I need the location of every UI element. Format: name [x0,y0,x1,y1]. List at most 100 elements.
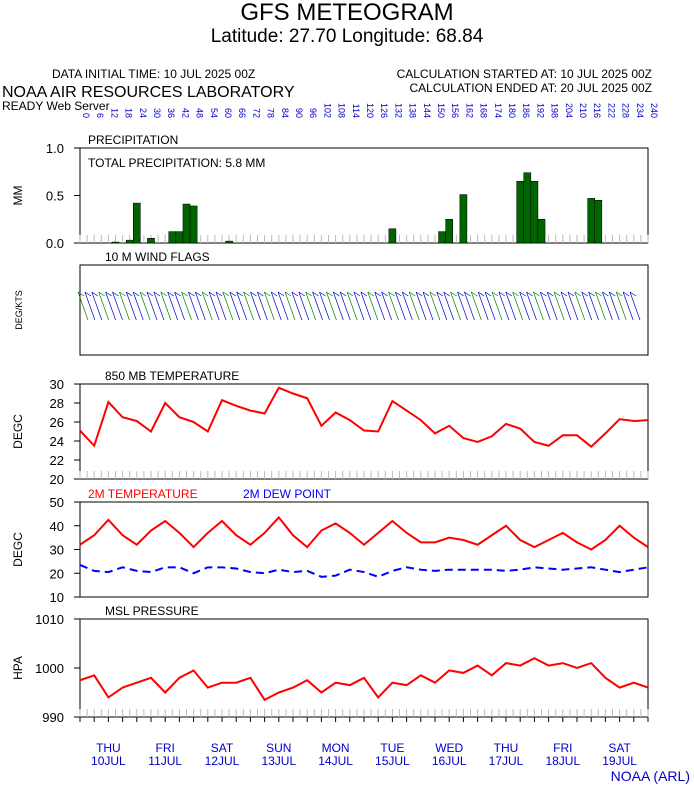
wind-flag-barb [98,291,105,297]
panel-title: MSL PRESSURE [105,604,199,618]
wind-flag-shaft [533,291,544,321]
hour-label: 108 [337,103,347,118]
wind-flag-shaft [98,291,110,321]
wind-flag-barb [105,291,112,297]
wind-flag-barb [450,291,457,297]
wind-flag-shaft [105,291,116,321]
wind-flag-barb [139,291,147,297]
bar [189,205,198,244]
bar [594,200,603,244]
hour-label: 0 [81,113,91,118]
wind-flag-barb [346,291,354,297]
wind-flag-shaft [615,291,627,321]
wind-flag-barb [629,291,637,297]
wind-flag-barb [202,291,209,297]
calc-end: CALCULATION ENDED AT: 20 JUL 2025 00Z [409,81,652,95]
wind-flag-shaft [505,291,517,321]
y-tick-label: 1000 [35,661,64,676]
wind-flag-barb [415,291,423,297]
wind-flag-barb [319,291,326,297]
panel-title: PRECIPITATION [88,133,178,147]
day-label: WED [435,741,463,755]
wind-flag-barb [250,291,257,297]
line [79,657,649,702]
wind-flag-shaft [353,291,365,321]
line [79,386,649,449]
wind-flag-barb [498,291,506,297]
bar [459,194,468,244]
wind-flag-barb [588,291,595,297]
day-label: FRI [553,741,572,755]
bar [530,181,539,244]
hour-label: 90 [294,108,304,118]
wind-flag-barb [264,291,271,297]
wind-flag-barb [471,291,478,297]
wind-flag-shaft [574,291,586,321]
wind-flag-shaft [194,291,206,321]
wind-flag-shaft [395,291,406,321]
y-axis-label: MM [11,186,25,206]
wind-flag-barb [526,291,533,297]
wind-flag-shaft [284,291,296,321]
y-axis-label: DEGC [11,532,25,567]
hour-label: 126 [379,103,389,118]
wind-flag-barb [367,291,374,297]
title: GFS METEOGRAM [240,0,453,26]
day-label: TUE [380,741,404,755]
wind-flag-shaft [450,291,461,321]
wind-flag-barb [333,291,340,297]
bar [445,219,453,244]
wind-flag-shaft [560,291,572,321]
hour-label: 36 [166,108,176,118]
wind-flag-shaft [374,291,386,321]
date-label: 13JUL [261,754,296,768]
bar [133,202,141,244]
wind-flag-barb [464,291,471,297]
wind-flag-shaft [381,291,392,321]
hour-label: 174 [493,103,503,118]
wind-flag-shaft [208,291,220,321]
day-label: MON [322,741,350,755]
wind-flag-barb [581,291,588,297]
wind-flag-barb [236,291,243,297]
wind-flag-barb [84,291,92,297]
wind-flag-shaft [77,291,89,321]
wind-flag-shaft [229,291,241,321]
wind-flag-barb [519,291,526,297]
wind-flag-barb [429,291,437,297]
hour-label: 42 [180,108,190,118]
wind-flag-shaft [588,291,599,321]
wind-flag-shaft [84,291,96,321]
wind-flag-barb [616,291,623,297]
initial-time: DATA INITIAL TIME: 10 JUL 2025 00Z [52,67,255,81]
hour-label: 138 [408,103,418,118]
wind-flag-barb [540,291,547,297]
wind-flag-barb [112,291,119,297]
wind-flag-shaft [125,291,137,321]
wind-flag-barb [284,291,292,297]
hour-label: 114 [351,104,361,118]
wind-flag-barb [119,291,126,297]
wind-flag-shaft [464,291,475,321]
wind-flag-shaft [595,291,606,321]
hour-label: 78 [266,108,276,118]
wind-flag-shaft [415,291,427,321]
legend-entry: 2M TEMPERATURE [88,487,198,501]
hour-label: 162 [464,103,474,118]
wind-flag-shaft [553,291,565,321]
wind-flag-shaft [477,291,489,321]
hour-label: 48 [195,108,205,118]
panel-frame [79,264,649,356]
hour-label: 180 [507,103,517,118]
wind-flag-barb [436,291,443,297]
wind-flag-shaft [436,291,448,321]
bar [388,228,397,244]
wind-flag-shaft [167,291,179,321]
wind-flag-shaft [119,291,130,321]
wind-flag-barb [478,291,485,297]
wind-flag-shaft [263,291,275,321]
y-tick-label: 1010 [35,612,64,627]
hour-label: 24 [138,108,148,118]
hour-label: 54 [209,108,219,118]
wind-flag-barb [160,291,167,297]
